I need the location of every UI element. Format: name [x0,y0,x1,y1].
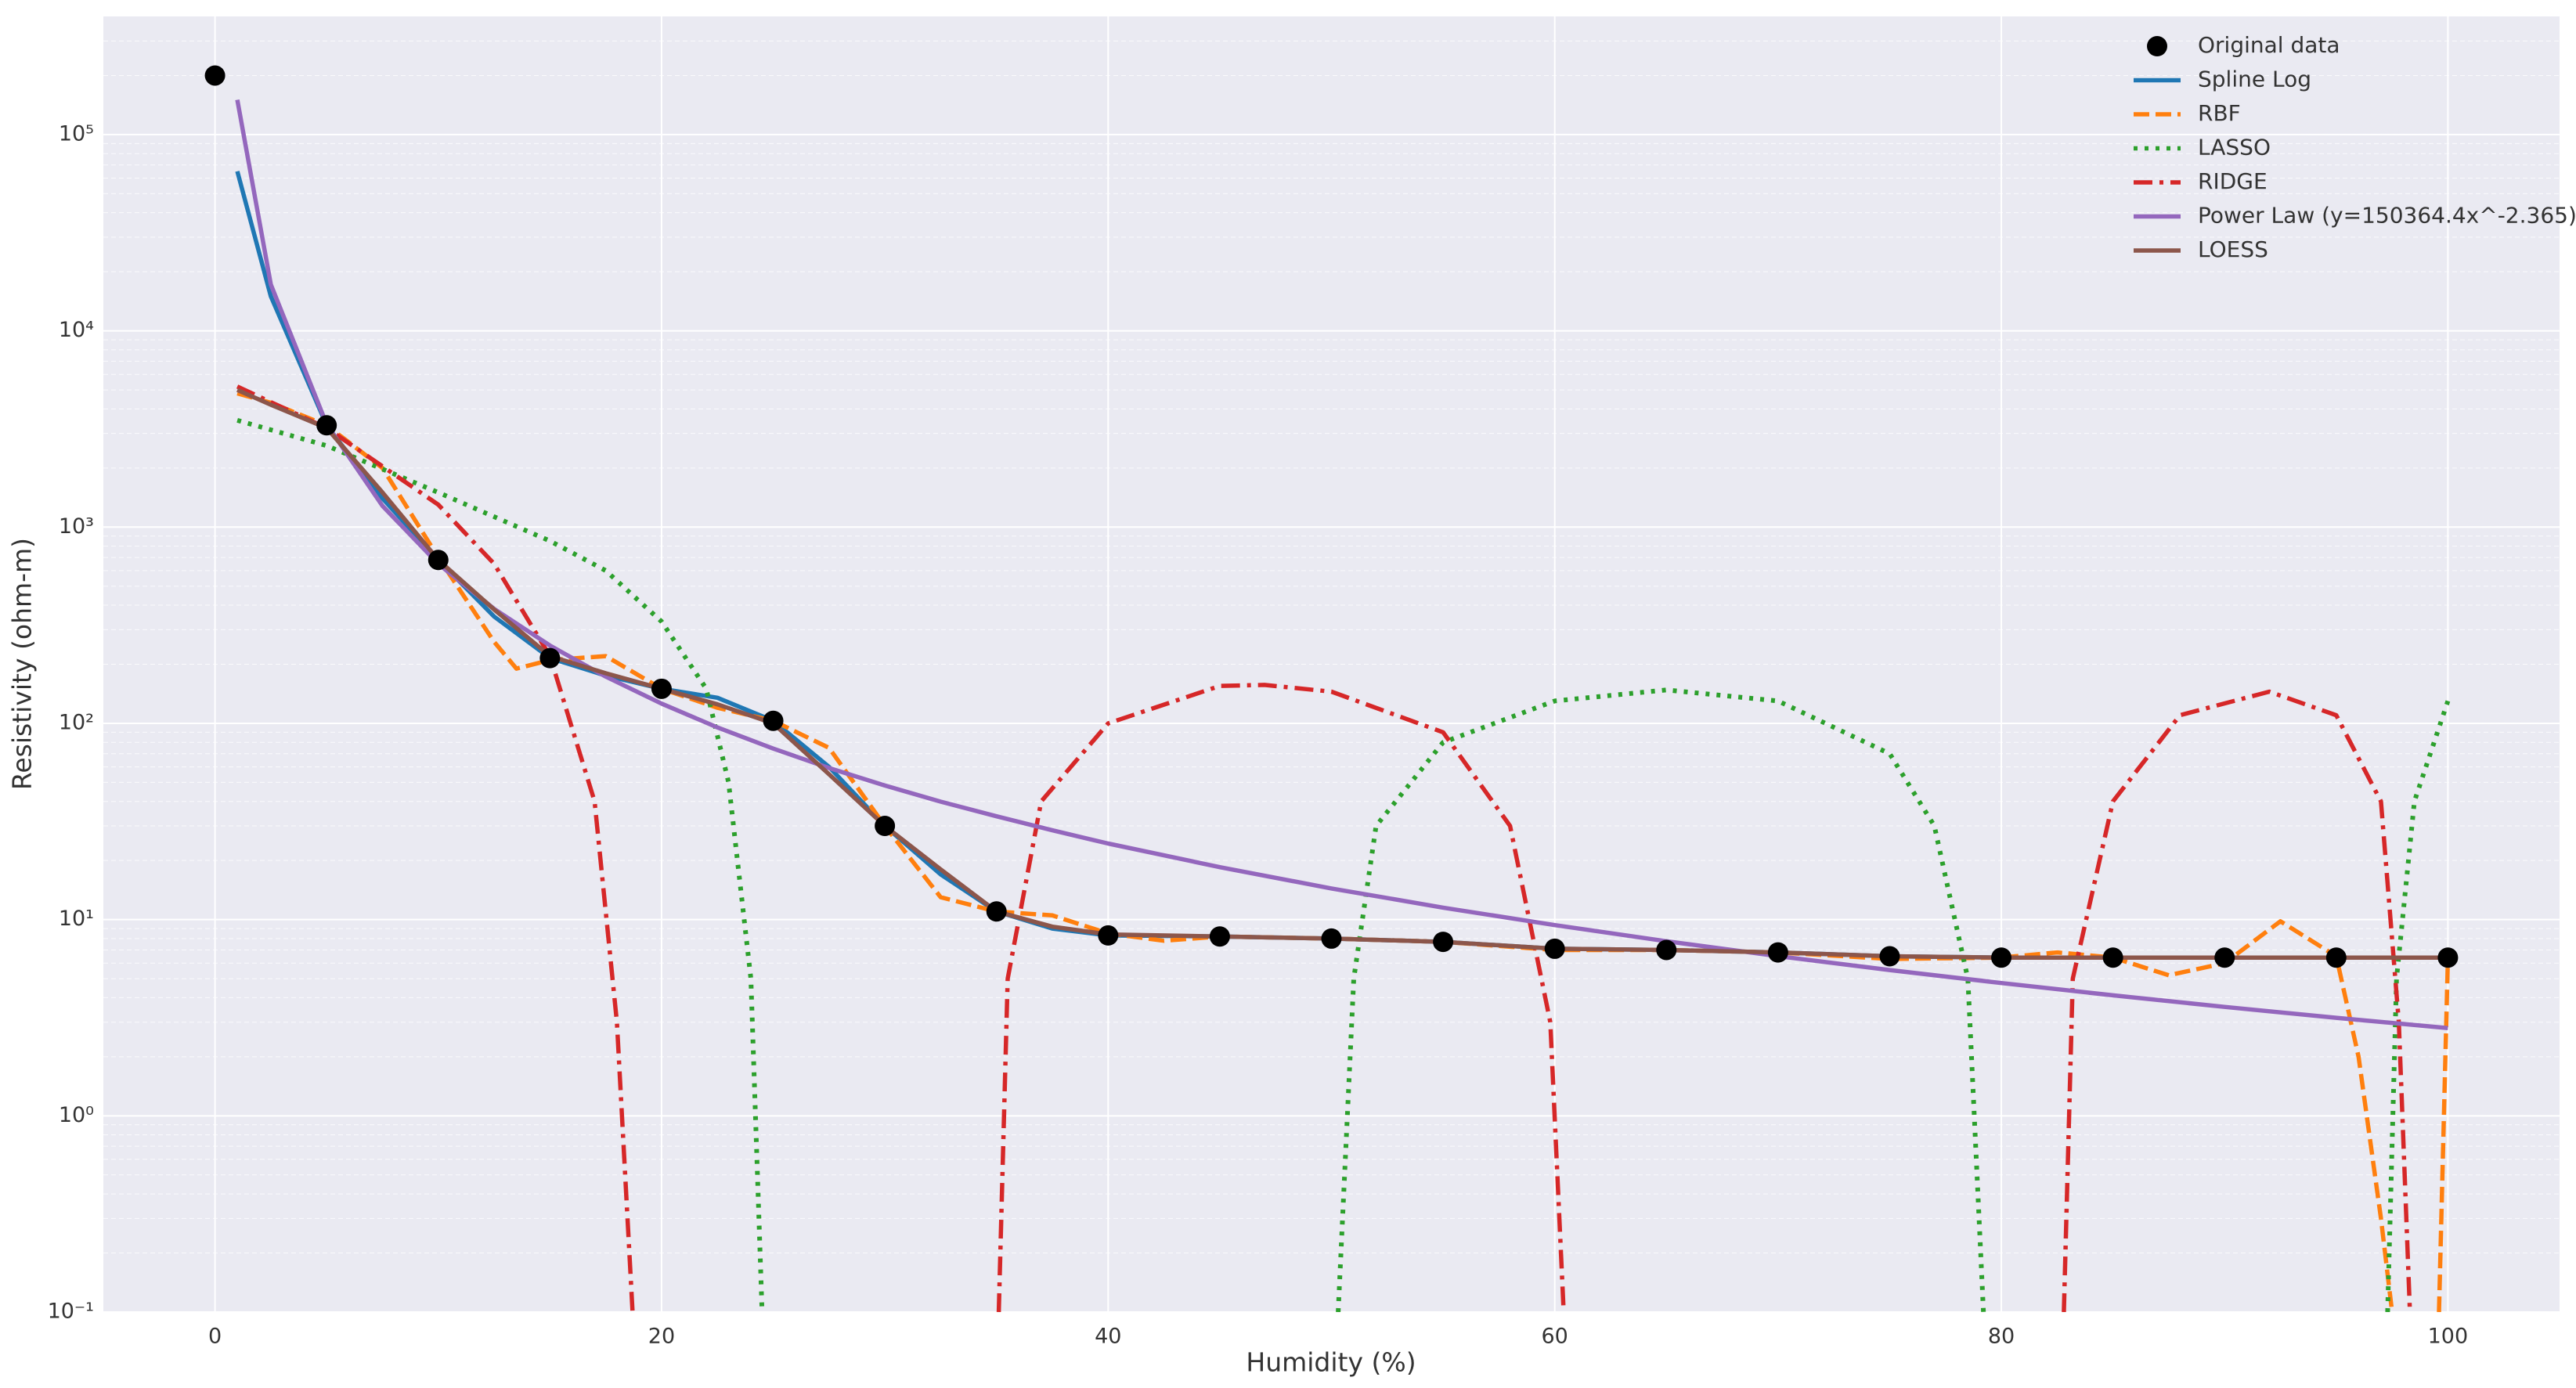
data-point [2102,947,2123,968]
legend: Original data Spline Log RBF LASSO RIDGE Powe… [2134,32,2576,262]
data-point [1098,925,1119,946]
legend-label: LOESS [2198,236,2268,262]
x-tick-label: 20 [648,1325,675,1349]
y-tick-label: 10⁰ [59,1103,94,1127]
data-point [2437,947,2459,968]
line-series [236,384,2412,1312]
data-point [651,678,672,699]
data-point [1656,939,1677,961]
x-tick-label: 40 [1095,1325,1121,1349]
x-tick-label: 80 [1988,1325,2015,1349]
data-point [986,901,1007,922]
legend-label: LASSO [2198,135,2271,160]
data-point [2325,947,2347,968]
data-point [428,550,449,571]
y-tick-label: 10¹ [59,907,94,931]
data-point [1433,932,1454,953]
data-point [2214,947,2235,968]
legend-marker [2147,36,2167,56]
data-point [1879,946,1900,967]
x-tick-label: 60 [1542,1325,1568,1349]
data-point [1321,928,1342,949]
data-point [1209,926,1230,947]
legend-label: RBF [2198,100,2241,126]
data-point [316,415,337,436]
grid [103,16,2560,1313]
x-tick-label: 100 [2428,1325,2469,1349]
y-tick-label: 10⁻¹ [48,1300,94,1324]
y-tick-label: 10⁵ [59,121,94,146]
data-point [539,647,561,669]
y-tick-label: 10³ [59,514,94,539]
legend-label: Spline Log [2198,67,2311,92]
legend-label: Power Law (y=150364.4x^-2.365) [2198,203,2576,229]
data-point [875,816,896,837]
y-axis-label: Resistivity (ohm-m) [7,538,38,790]
line-series [236,418,2451,1312]
data-point [1544,938,1565,959]
data-point [763,710,784,731]
data-point [204,65,225,86]
data-point [1991,947,2012,968]
x-tick-label: 0 [208,1325,222,1349]
legend-label: Original data [2198,32,2340,58]
data-point [1767,942,1788,963]
legend-label: RIDGE [2198,168,2268,194]
y-tick-label: 10² [59,710,94,734]
y-tick-label: 10⁴ [59,318,94,342]
plot [204,65,2459,1312]
x-axis-label: Humidity (%) [1246,1347,1416,1378]
